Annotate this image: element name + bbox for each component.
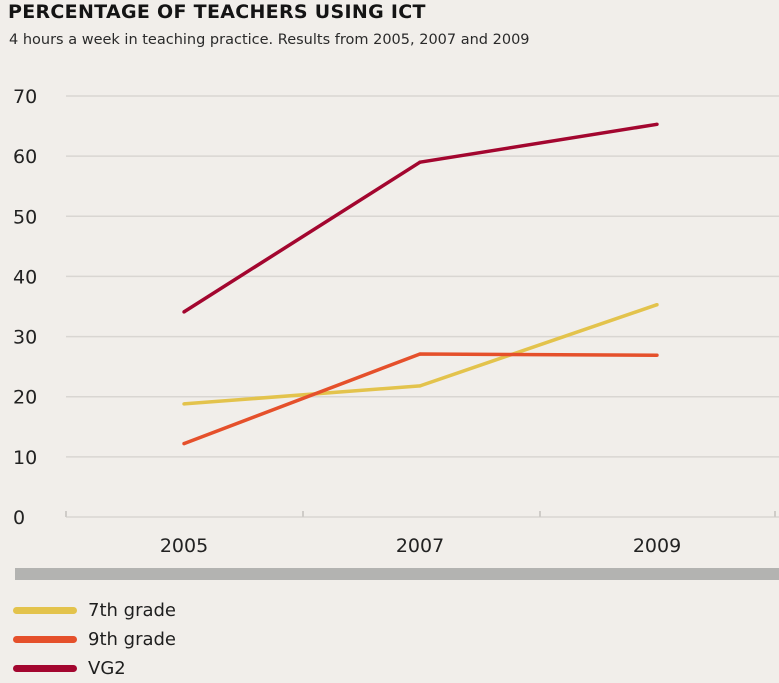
x-tick-label-2007: 2007	[396, 535, 444, 557]
legend-item-9th-grade: 9th grade	[13, 625, 176, 654]
y-tick-label-20: 20	[13, 387, 37, 409]
x-axis-ticks: 2005 2007 2009	[160, 535, 681, 557]
y-axis-ticks: 0 10 20 30 40 50 60 70	[13, 86, 37, 529]
data-point-9th-grade-2009	[655, 353, 659, 357]
legend-swatch-9th-grade	[13, 636, 77, 643]
series-lines	[182, 122, 659, 446]
x-axis-bar	[15, 568, 779, 580]
y-tick-label-30: 30	[13, 327, 37, 349]
legend-item-7th-grade: 7th grade	[13, 596, 176, 625]
data-point-vg2-2009	[655, 122, 659, 126]
x-tick-label-2005: 2005	[160, 535, 208, 557]
legend-label-7th-grade: 7th grade	[88, 600, 176, 621]
data-point-7th-grade-2007	[418, 384, 422, 388]
y-tick-label-60: 60	[13, 146, 37, 168]
data-point-vg2-2007	[418, 160, 422, 164]
legend-swatch-vg2	[13, 665, 77, 672]
chart-title: PERCENTAGE OF TEACHERS USING ICT	[8, 1, 426, 23]
y-tick-label-0: 0	[13, 507, 25, 529]
y-tick-label-10: 10	[13, 447, 37, 469]
x-tick-label-2009: 2009	[633, 535, 681, 557]
legend-item-vg2: VG2	[13, 654, 176, 683]
gridlines	[65, 95, 779, 518]
y-tick-label-40: 40	[13, 266, 37, 288]
y-tick-label-70: 70	[13, 86, 37, 108]
data-point-9th-grade-2005	[182, 441, 186, 446]
chart-subtitle: 4 hours a week in teaching practice. Res…	[9, 32, 530, 48]
legend: 7th grade 9th grade VG2	[13, 596, 176, 683]
legend-label-9th-grade: 9th grade	[88, 629, 176, 650]
legend-swatch-7th-grade	[13, 607, 77, 614]
legend-label-vg2: VG2	[88, 658, 126, 679]
data-point-7th-grade-2005	[182, 402, 186, 406]
series-line-vg2	[183, 122, 658, 314]
data-point-7th-grade-2009	[655, 302, 659, 307]
y-tick-label-50: 50	[13, 206, 37, 228]
line-chart: 0 10 20 30 40 50 60 70 2005 2007 2009	[13, 86, 779, 557]
data-point-vg2-2005	[182, 310, 186, 314]
data-point-9th-grade-2007	[418, 352, 422, 356]
